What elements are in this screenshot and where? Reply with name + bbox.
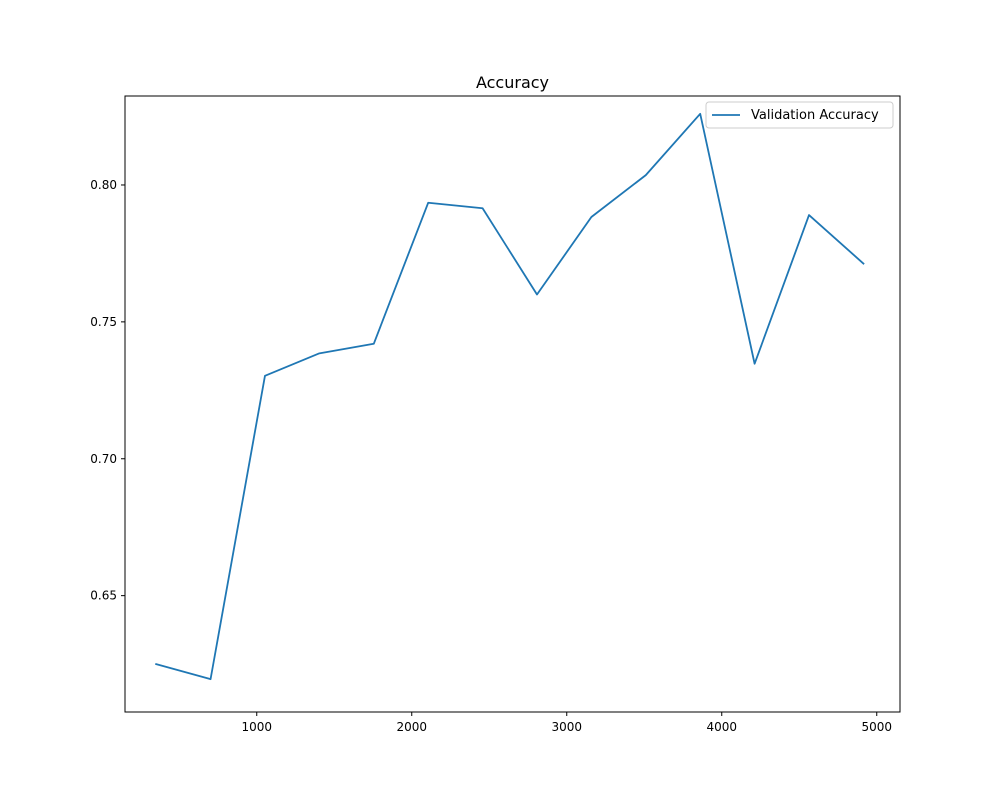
x-axis: 1000 2000 3000 4000 5000 bbox=[241, 712, 892, 734]
y-tick-label: 0.65 bbox=[90, 589, 117, 603]
legend-label: Validation Accuracy bbox=[751, 108, 879, 123]
series-line-validation-accuracy bbox=[155, 112, 865, 681]
x-tick-label: 5000 bbox=[861, 720, 892, 734]
legend: Validation Accuracy bbox=[705, 101, 894, 129]
x-tick-label: 2000 bbox=[396, 720, 427, 734]
x-tick-label: 4000 bbox=[706, 720, 737, 734]
y-tick-label: 0.70 bbox=[90, 452, 117, 466]
y-axis: 0.65 0.70 0.75 0.80 bbox=[90, 178, 125, 603]
y-tick-label: 0.80 bbox=[90, 178, 117, 192]
chart-title: Accuracy bbox=[476, 73, 549, 92]
x-tick-label: 3000 bbox=[551, 720, 582, 734]
axes-frame bbox=[124, 95, 901, 713]
legend-box bbox=[705, 101, 894, 129]
plot-area bbox=[155, 112, 865, 681]
y-tick-label: 0.75 bbox=[90, 315, 117, 329]
x-tick-label: 1000 bbox=[241, 720, 272, 734]
